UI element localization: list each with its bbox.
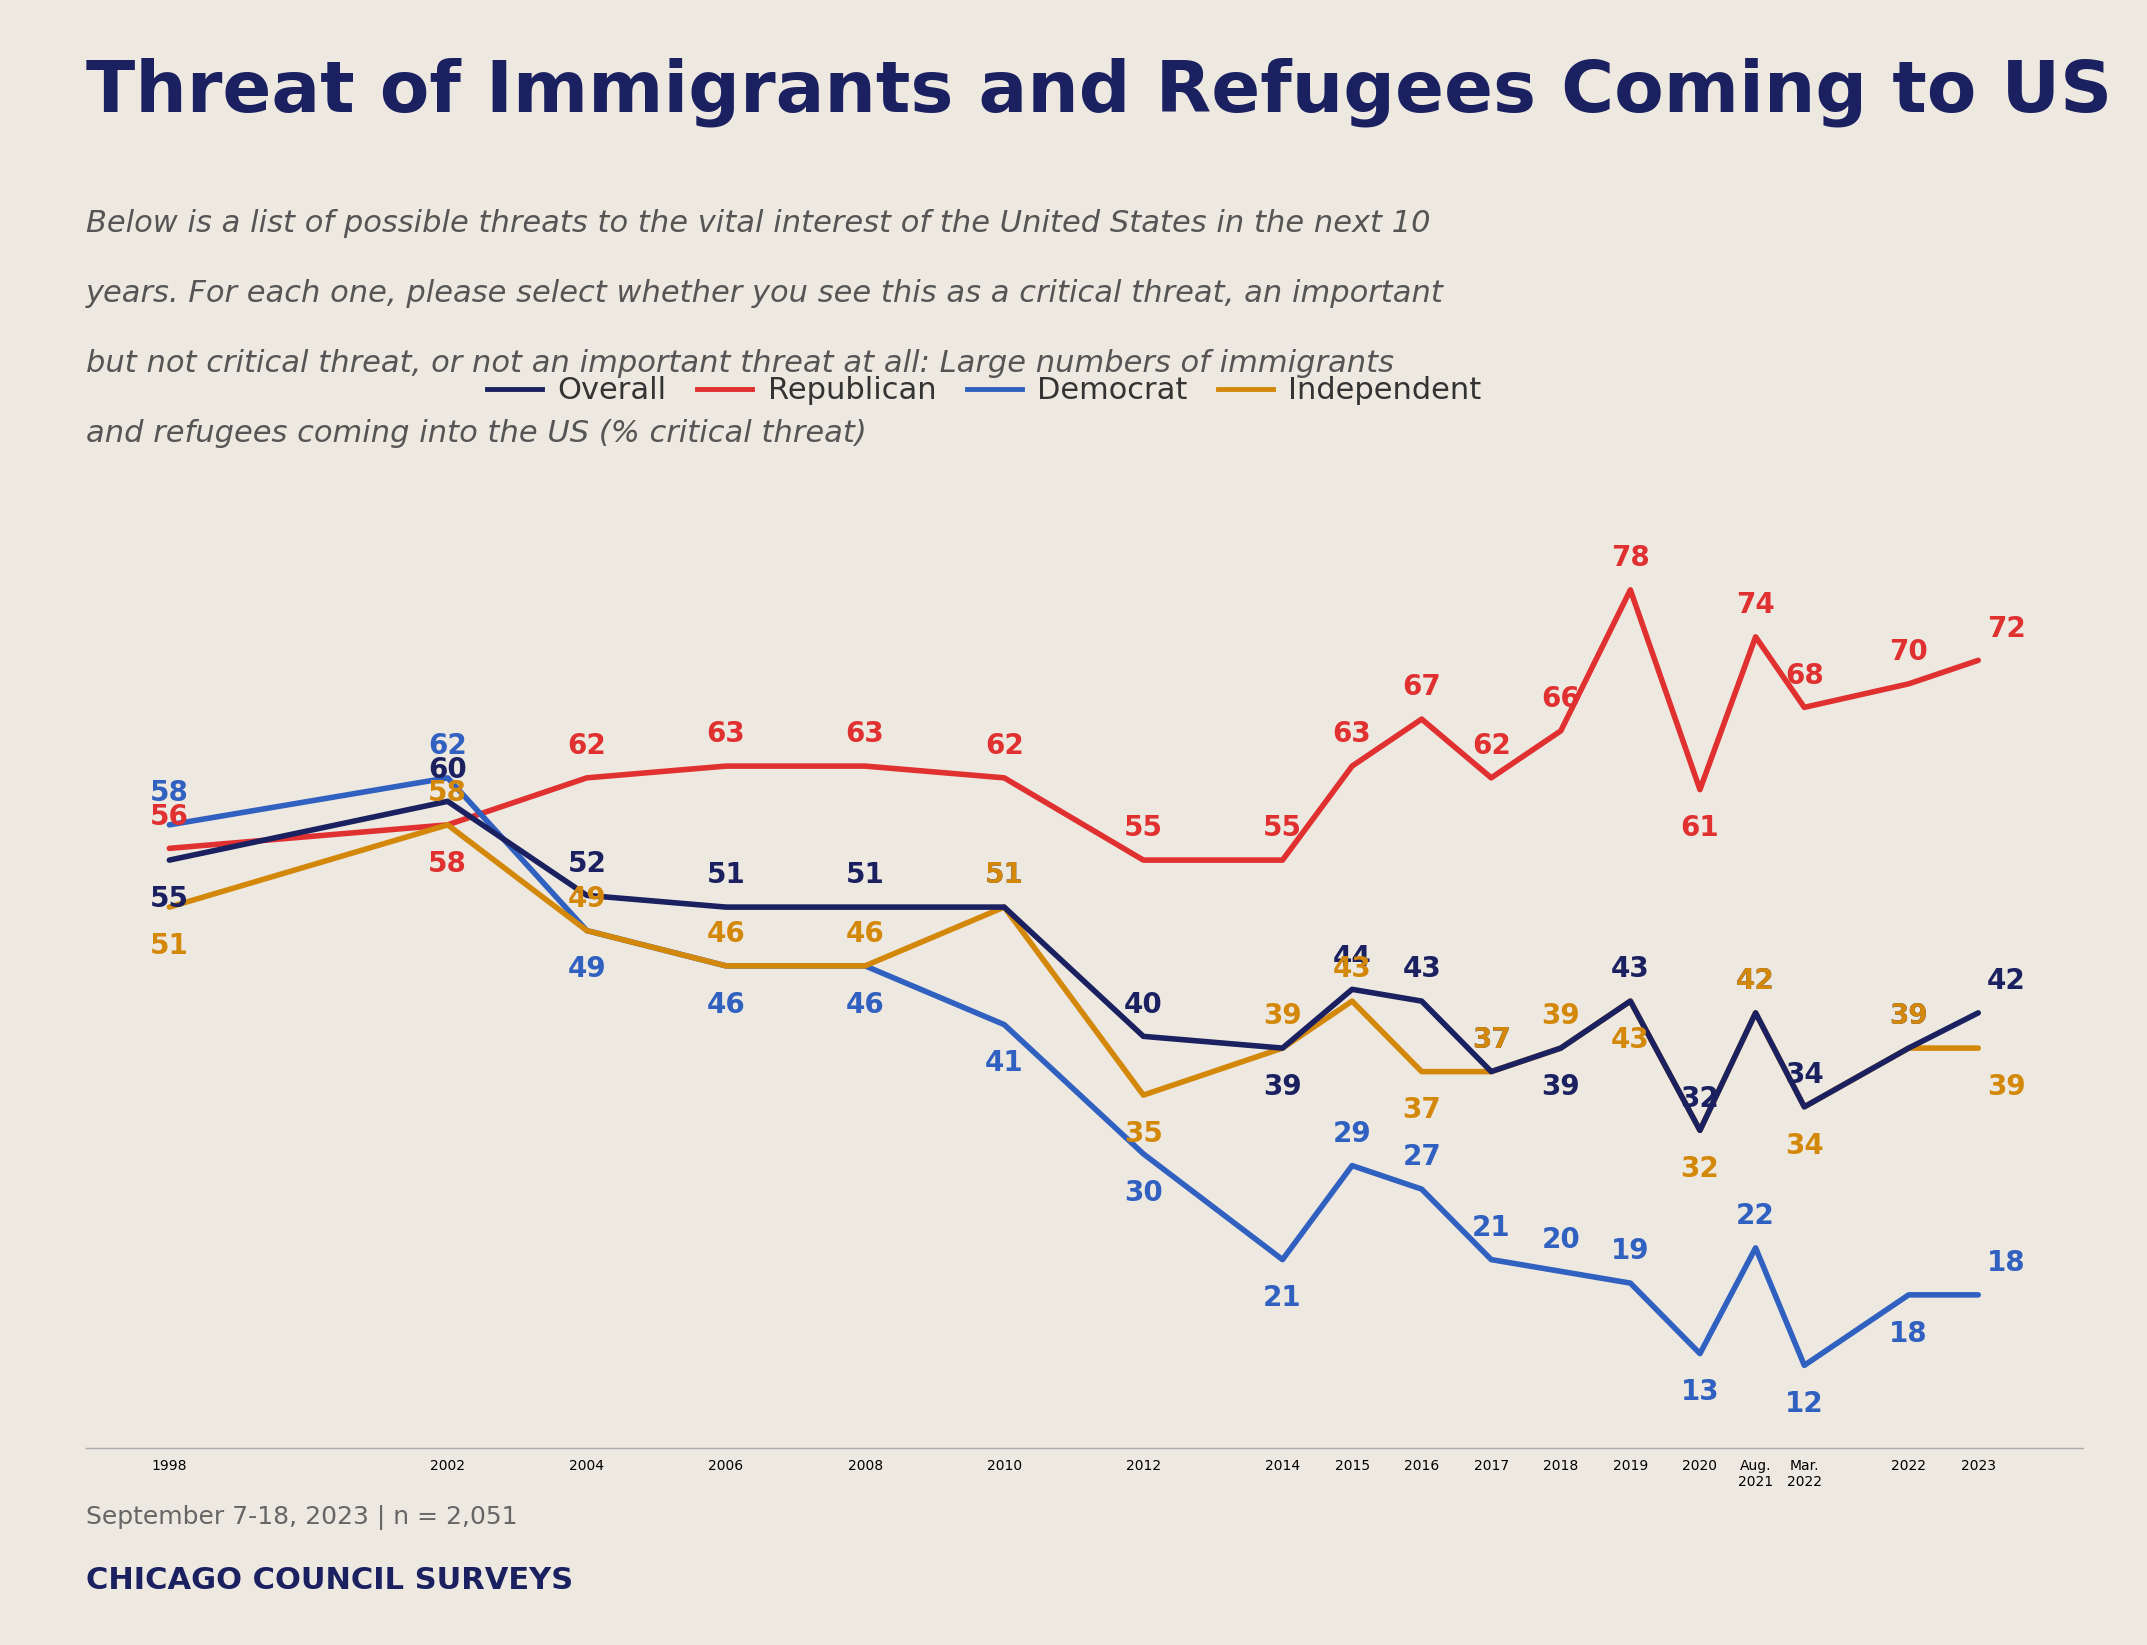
Text: 20: 20: [1542, 1226, 1580, 1253]
Text: but not critical threat, or not an important threat at all: Large numbers of imm: but not critical threat, or not an impor…: [86, 349, 1393, 378]
Text: 43: 43: [1610, 956, 1649, 984]
Text: 34: 34: [1784, 1132, 1823, 1160]
Legend: Overall, Republican, Democrat, Independent: Overall, Republican, Democrat, Independe…: [474, 364, 1494, 418]
Text: 58: 58: [427, 850, 468, 878]
Text: 51: 51: [985, 862, 1024, 890]
Text: 52: 52: [567, 850, 605, 878]
Text: 43: 43: [1402, 956, 1441, 984]
Text: 51: 51: [985, 862, 1024, 890]
Text: 43: 43: [1333, 956, 1372, 984]
Text: 66: 66: [1542, 686, 1580, 714]
Text: 18: 18: [1889, 1319, 1928, 1347]
Text: 39: 39: [1542, 1002, 1580, 1030]
Text: 55: 55: [1262, 814, 1301, 842]
Text: 55: 55: [150, 885, 189, 913]
Text: 63: 63: [846, 721, 885, 748]
Text: 60: 60: [427, 755, 468, 783]
Text: 63: 63: [1333, 721, 1372, 748]
Text: 70: 70: [1889, 638, 1928, 666]
Text: Threat of Immigrants and Refugees Coming to US: Threat of Immigrants and Refugees Coming…: [86, 58, 2113, 127]
Text: 55: 55: [1123, 814, 1164, 842]
Text: 58: 58: [427, 780, 468, 808]
Text: 37: 37: [1473, 1026, 1511, 1054]
Text: 68: 68: [1784, 661, 1823, 689]
Text: 39: 39: [1986, 1073, 2025, 1101]
Text: 19: 19: [1610, 1237, 1649, 1265]
Text: 62: 62: [427, 732, 468, 760]
Text: 56: 56: [150, 803, 189, 831]
Text: 44: 44: [1333, 944, 1372, 972]
Text: 42: 42: [1737, 967, 1776, 995]
Text: 34: 34: [1784, 1061, 1823, 1089]
Text: 13: 13: [1681, 1379, 1720, 1406]
Text: and refugees coming into the US (% critical threat): and refugees coming into the US (% criti…: [86, 419, 867, 447]
Text: 61: 61: [1681, 814, 1720, 842]
Text: CHICAGO COUNCIL SURVEYS: CHICAGO COUNCIL SURVEYS: [86, 1566, 573, 1596]
Text: 51: 51: [706, 862, 745, 890]
Text: 18: 18: [1986, 1249, 2025, 1277]
Text: 49: 49: [567, 956, 605, 984]
Text: 39: 39: [1262, 1002, 1301, 1030]
Text: 63: 63: [706, 721, 745, 748]
Text: 37: 37: [1402, 1097, 1441, 1125]
Text: 46: 46: [846, 990, 885, 1018]
Text: 67: 67: [1402, 673, 1441, 701]
Text: 40: 40: [1125, 990, 1164, 1018]
Text: 42: 42: [1737, 967, 1776, 995]
Text: 27: 27: [1402, 1143, 1441, 1171]
Text: 46: 46: [706, 990, 745, 1018]
Text: 62: 62: [985, 732, 1024, 760]
Text: 62: 62: [567, 732, 605, 760]
Text: Below is a list of possible threats to the vital interest of the United States i: Below is a list of possible threats to t…: [86, 209, 1430, 239]
Text: 39: 39: [1262, 1073, 1301, 1101]
Text: 74: 74: [1737, 591, 1776, 619]
Text: 32: 32: [1681, 1155, 1720, 1183]
Text: 41: 41: [985, 1050, 1024, 1077]
Text: 51: 51: [846, 862, 885, 890]
Text: 49: 49: [567, 885, 605, 913]
Text: 39: 39: [1889, 1002, 1928, 1030]
Text: 22: 22: [1737, 1202, 1776, 1230]
Text: 62: 62: [1473, 732, 1511, 760]
Text: September 7-18, 2023 | n = 2,051: September 7-18, 2023 | n = 2,051: [86, 1505, 517, 1530]
Text: 39: 39: [1889, 1002, 1928, 1030]
Text: 72: 72: [1986, 615, 2025, 643]
Text: 78: 78: [1610, 544, 1649, 572]
Text: 39: 39: [1542, 1073, 1580, 1101]
Text: 37: 37: [1473, 1026, 1511, 1054]
Text: 12: 12: [1784, 1390, 1823, 1418]
Text: 29: 29: [1333, 1120, 1372, 1148]
Text: 43: 43: [1610, 1026, 1649, 1054]
Text: 42: 42: [1986, 967, 2025, 995]
Text: 46: 46: [706, 920, 745, 948]
Text: 21: 21: [1473, 1214, 1511, 1242]
Text: 32: 32: [1681, 1084, 1720, 1112]
Text: 21: 21: [1262, 1285, 1301, 1313]
Text: 46: 46: [846, 920, 885, 948]
Text: 58: 58: [150, 780, 189, 808]
Text: years. For each one, please select whether you see this as a critical threat, an: years. For each one, please select wheth…: [86, 280, 1443, 308]
Text: 51: 51: [150, 933, 189, 961]
Text: 35: 35: [1123, 1120, 1164, 1148]
Text: 30: 30: [1125, 1179, 1164, 1207]
